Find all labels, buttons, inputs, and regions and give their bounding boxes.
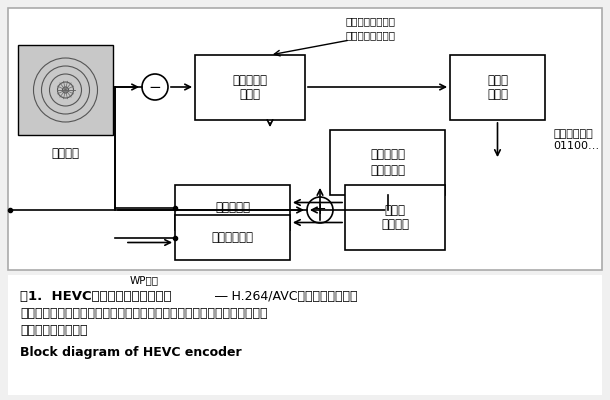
Bar (18, 45, 113, 135)
Text: が加えられている。: が加えられている。 (20, 324, 87, 337)
Circle shape (142, 74, 168, 100)
Text: 逆量子化・
逆直交変換: 逆量子化・ 逆直交変換 (370, 148, 405, 176)
Text: ― H.264/AVCと同様に動き補償: ― H.264/AVCと同様に動き補償 (215, 290, 357, 303)
Text: WP技術: WP技術 (130, 275, 159, 285)
Text: −: − (149, 80, 162, 94)
Text: +: + (314, 202, 326, 218)
Text: 入力映像: 入力映像 (51, 147, 79, 160)
Text: 図1.  HEVCエンコーダの処理構成: 図1. HEVCエンコーダの処理構成 (20, 290, 171, 303)
Bar (8, 275, 602, 395)
Bar (330, 130, 445, 195)
Text: 動き補償予測: 動き補償予測 (212, 231, 254, 244)
Text: 符号化データ
01100…: 符号化データ 01100… (553, 129, 599, 151)
Text: 画面内予測: 画面内予測 (215, 201, 250, 214)
Bar (8, 8, 602, 270)
Text: Block diagram of HEVC encoder: Block diagram of HEVC encoder (20, 346, 242, 359)
Text: ループ
フィルタ: ループ フィルタ (381, 204, 409, 232)
Text: 予測と直交変換から成るハイブリッド符号化を踏襲しながら，様々な改良: 予測と直交変換から成るハイブリッド符号化を踏襲しながら，様々な改良 (20, 307, 268, 320)
Bar (345, 185, 445, 250)
Bar (175, 185, 290, 230)
Text: 直交変換・
量子化: 直交変換・ 量子化 (232, 74, 268, 102)
Text: 画面内予測を考慮: 画面内予測を考慮 (345, 16, 395, 26)
Bar (195, 55, 305, 120)
Text: 可変長
符号化: 可変長 符号化 (487, 74, 508, 102)
Text: した直交変換技術: した直交変換技術 (345, 30, 395, 40)
Bar (175, 215, 290, 260)
Circle shape (307, 197, 333, 223)
Bar (450, 55, 545, 120)
